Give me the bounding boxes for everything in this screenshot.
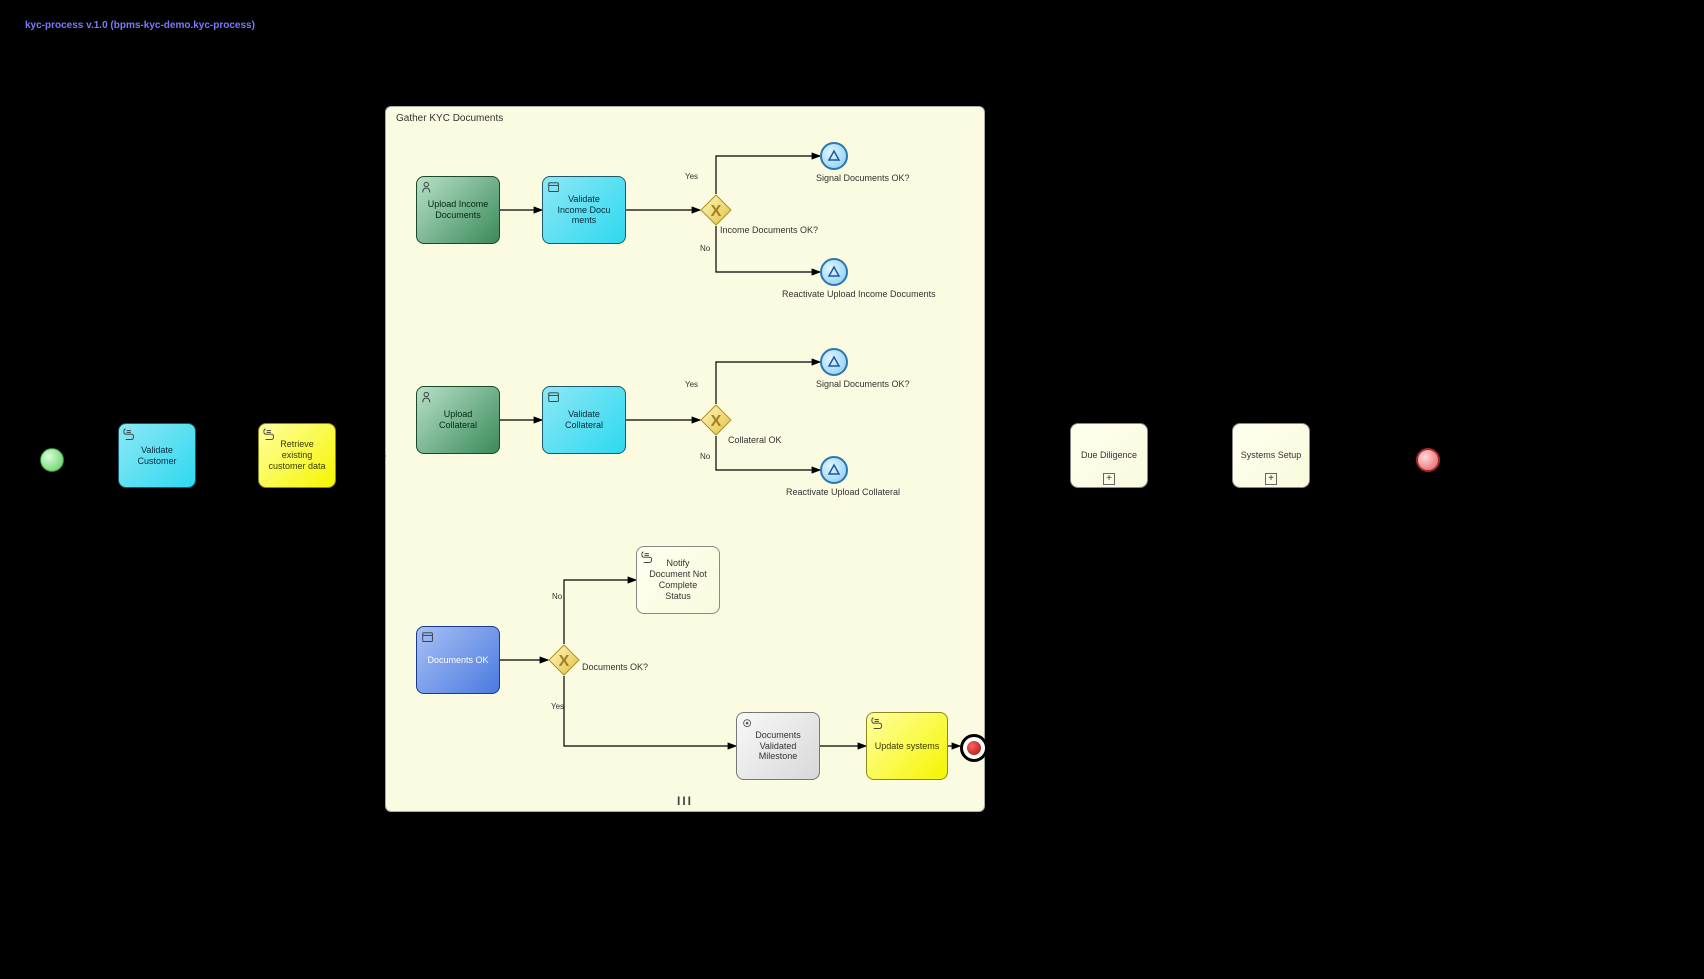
script-icon <box>263 428 277 440</box>
task-label: Retrieveexistingcustomer data <box>268 439 325 471</box>
gateway-label: Documents OK? <box>582 662 648 672</box>
signal-triangle-icon <box>827 463 841 477</box>
task-upload-collateral[interactable]: UploadCollateral <box>416 386 500 454</box>
task-retrieve-data[interactable]: Retrieveexistingcustomer data <box>258 423 336 488</box>
script-icon <box>123 428 137 440</box>
task-label: ValidateCollateral <box>565 409 603 431</box>
edge-label-no2: No <box>700 452 710 461</box>
start-event[interactable] <box>40 448 64 472</box>
task-notify-incomplete[interactable]: NotifyDocument NotCompleteStatus <box>636 546 720 614</box>
user-icon <box>421 181 435 193</box>
task-label: Upload IncomeDocuments <box>428 199 489 221</box>
signal-triangle-icon <box>827 265 841 279</box>
edge-label-no1: No <box>700 244 710 253</box>
service-icon <box>421 631 435 643</box>
record-icon <box>741 717 755 729</box>
task-documents-ok[interactable]: Documents OK <box>416 626 500 694</box>
event-label: Reactivate Upload Income Documents <box>782 289 936 299</box>
gateway-label: Income Documents OK? <box>720 225 818 235</box>
task-validate-customer[interactable]: ValidateCustomer <box>118 423 196 488</box>
task-label: UploadCollateral <box>439 409 477 431</box>
task-update-systems[interactable]: Update systems <box>866 712 948 780</box>
task-documents-milestone[interactable]: DocumentsValidatedMilestone <box>736 712 820 780</box>
gateway-collateral-ok[interactable]: X <box>700 404 732 436</box>
bpmn-canvas: Gather KYC Documents III <box>0 0 1704 979</box>
task-label: NotifyDocument NotCompleteStatus <box>649 558 707 601</box>
svg-text:X: X <box>711 203 722 220</box>
gateway-label: Collateral OK <box>728 435 782 445</box>
edge-label-yes3: Yes <box>551 702 564 711</box>
svg-text:X: X <box>711 413 722 430</box>
edge-label-yes1: Yes <box>685 172 698 181</box>
event-label: Signal Documents OK? <box>816 173 910 183</box>
terminate-event[interactable] <box>960 734 988 762</box>
edge-label-no3: No <box>552 592 562 601</box>
task-due-diligence[interactable]: Due Diligence + <box>1070 423 1148 488</box>
task-label: ValidateCustomer <box>137 445 176 467</box>
signal-event-signal1[interactable] <box>820 142 848 170</box>
task-label: Update systems <box>875 741 940 752</box>
svg-text:X: X <box>559 653 570 670</box>
task-upload-income[interactable]: Upload IncomeDocuments <box>416 176 500 244</box>
task-validate-income[interactable]: ValidateIncome Documents <box>542 176 626 244</box>
subprocess-label: Gather KYC Documents <box>396 113 503 124</box>
signal-triangle-icon <box>827 149 841 163</box>
terminate-inner-icon <box>967 741 981 755</box>
task-label: DocumentsValidatedMilestone <box>755 730 801 762</box>
signal-triangle-icon <box>827 355 841 369</box>
task-validate-collateral[interactable]: ValidateCollateral <box>542 386 626 454</box>
signal-event-reactivate2[interactable] <box>820 456 848 484</box>
signal-event-reactivate1[interactable] <box>820 258 848 286</box>
user-icon <box>421 391 435 403</box>
event-label: Signal Documents OK? <box>816 379 910 389</box>
task-label: Documents OK <box>427 655 488 666</box>
service-icon <box>547 181 561 193</box>
task-label: ValidateIncome Documents <box>557 194 610 226</box>
gateway-income-ok[interactable]: X <box>700 194 732 226</box>
task-label: Due Diligence <box>1081 450 1137 461</box>
gateway-documents-ok-gw[interactable]: X <box>548 644 580 676</box>
subprocess-expand-handle[interactable]: III <box>677 794 693 808</box>
script-icon <box>871 717 885 729</box>
subprocess-marker-icon: + <box>1265 473 1277 485</box>
event-label: Reactivate Upload Collateral <box>786 487 900 497</box>
subprocess-marker-icon: + <box>1103 473 1115 485</box>
service-icon <box>547 391 561 403</box>
task-systems-setup[interactable]: Systems Setup + <box>1232 423 1310 488</box>
task-label: Systems Setup <box>1241 450 1302 461</box>
script-icon <box>641 551 655 563</box>
end-event[interactable] <box>1416 448 1440 472</box>
edge-label-yes2: Yes <box>685 380 698 389</box>
signal-event-signal2[interactable] <box>820 348 848 376</box>
